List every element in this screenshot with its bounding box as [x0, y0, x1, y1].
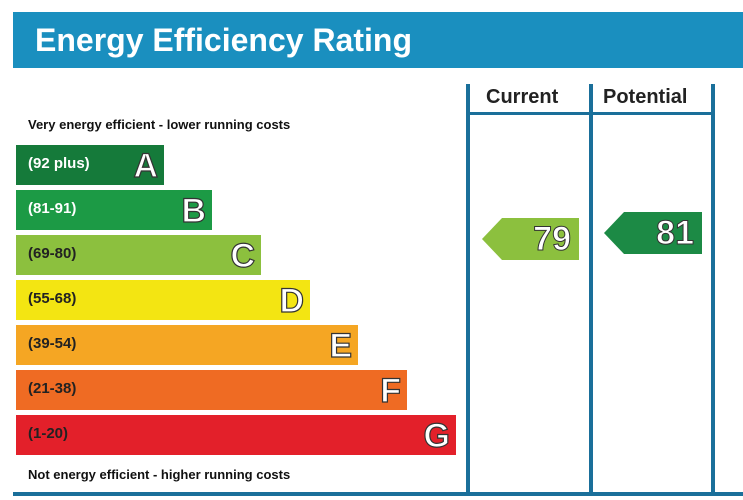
- bottom-border: [13, 492, 743, 496]
- note-efficient: Very energy efficient - lower running co…: [28, 117, 291, 132]
- band-range: (92 plus): [28, 155, 90, 172]
- band-g: (1-20) G: [16, 415, 456, 456]
- current-rating-arrow: 79: [482, 218, 579, 260]
- band-letter: D: [279, 281, 305, 320]
- column-header-rule: [470, 112, 711, 115]
- band-letter: E: [329, 326, 353, 365]
- note-inefficient: Not energy efficient - higher running co…: [28, 467, 291, 482]
- band-e: (39-54) E: [16, 325, 358, 366]
- column-header-current: Current: [486, 86, 559, 108]
- column-divider-middle: [589, 84, 593, 494]
- band-b: (81-91) B: [16, 190, 212, 231]
- column-divider-right: [711, 84, 715, 494]
- band-letter: C: [230, 236, 256, 275]
- band-d: (55-68) D: [16, 280, 310, 321]
- page-title: Energy Efficiency Rating: [35, 22, 412, 58]
- potential-rating-arrow: 81: [604, 212, 702, 254]
- column-divider-left: [466, 84, 470, 494]
- band-a: (92 plus) A: [16, 145, 164, 186]
- band-letter: B: [181, 191, 207, 230]
- arrow-shape: [482, 218, 579, 260]
- band-range: (21-38): [28, 380, 77, 397]
- band-range: (1-20): [28, 425, 69, 442]
- arrow-fill-current: [482, 218, 579, 260]
- band-c: (69-80) C: [16, 235, 261, 276]
- band-letter: A: [133, 146, 159, 185]
- potential-rating-value: 81: [656, 214, 695, 253]
- header-bar: Energy Efficiency Rating: [13, 12, 743, 68]
- band-letter: F: [380, 371, 402, 410]
- arrow-fill-potential: [604, 212, 702, 254]
- arrow-shape: [604, 212, 702, 254]
- column-header-potential: Potential: [603, 86, 688, 108]
- band-range: (69-80): [28, 245, 77, 262]
- band-range: (81-91): [28, 200, 77, 217]
- current-rating-value: 79: [533, 220, 572, 259]
- band-letter: G: [423, 416, 451, 455]
- band-f: (21-38) F: [16, 370, 407, 411]
- band-range: (55-68): [28, 290, 77, 307]
- band-range: (39-54): [28, 335, 77, 352]
